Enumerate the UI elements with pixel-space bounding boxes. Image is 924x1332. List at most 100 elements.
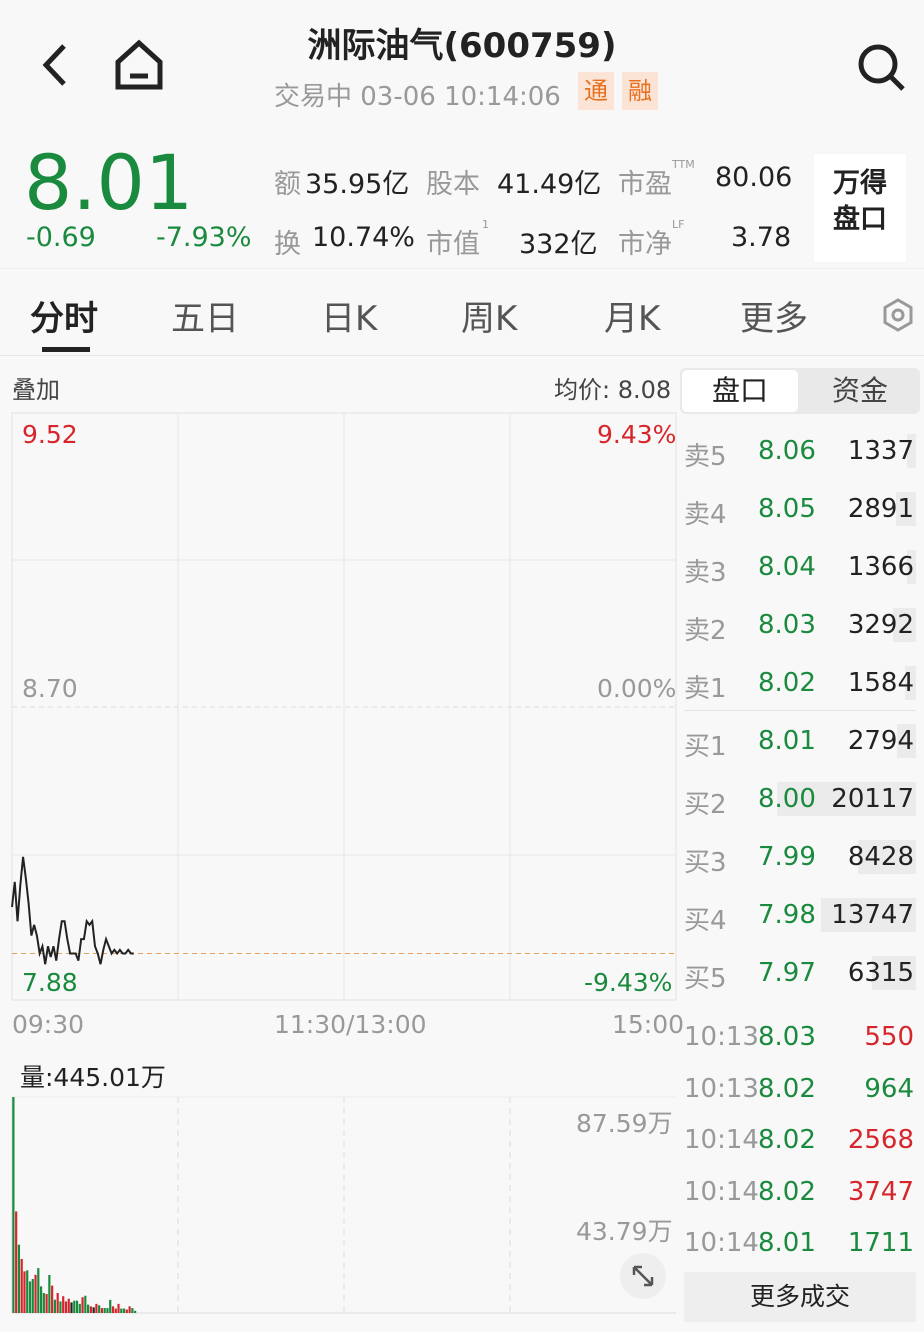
tick-price: 8.02 [758,1073,816,1104]
fullscreen-button[interactable] [620,1253,666,1299]
orderbook-row: 卖4 8.05 2891 [684,490,916,530]
tab-intraday[interactable]: 分时 [30,299,98,339]
tab-weekly-k[interactable]: 周K [461,299,518,339]
more-trades-button[interactable]: 更多成交 [684,1272,916,1322]
orderbook-row: 卖2 8.03 3292 [684,606,916,646]
volume-bar [42,1293,45,1313]
stat-label: 额 [274,169,301,200]
stat-value: 10.74% [312,222,415,253]
volume-bar [109,1299,112,1313]
settings-icon[interactable] [880,297,916,333]
volume-bar [131,1308,134,1313]
volume-bar [73,1300,76,1313]
period-tabs: 分时 五日 日K 周K 月K 更多 [0,268,924,356]
intraday-chart [11,412,677,1314]
trade-tick-row: 10:13 8.02 964 [684,1074,916,1114]
volume-depth-bar [896,724,916,758]
volume-bar [81,1297,84,1313]
level-volume: 1584 [847,668,914,698]
stat-sup: 1 [482,218,489,231]
volume-bar [92,1307,95,1313]
tick-time: 10:14 [684,1176,759,1207]
volume-bar [56,1293,59,1313]
badge-rong: 融 [622,72,658,110]
level-label: 买4 [684,906,727,936]
level-label: 买1 [684,732,727,762]
level-price: 8.06 [758,436,816,466]
home-button[interactable] [112,38,166,96]
volume-bar [103,1308,106,1313]
level-label: 卖1 [684,674,727,704]
volume-bar [134,1310,137,1313]
volume-bar [111,1306,115,1313]
volume-bar [39,1286,43,1313]
search-icon [858,44,905,91]
orderbook-row: 卖1 8.02 1584 [684,664,916,704]
stat-value: 332亿 [519,229,598,260]
volume-bar [125,1309,128,1313]
volume-bar [51,1285,54,1313]
level-label: 买5 [684,964,727,994]
level-volume: 2891 [847,494,914,524]
x-label-mid: 11:30/13:00 [274,1010,427,1039]
volume-depth-bar [872,956,916,990]
tick-price: 8.03 [758,1022,816,1052]
divider [684,710,916,711]
level-price: 8.02 [758,668,816,698]
level-label: 卖5 [684,442,727,472]
trade-tick-row: 10:14 8.02 3747 [684,1177,916,1217]
vol-label-mid: 43.79万 [576,1217,673,1246]
volume-bar [48,1275,51,1313]
more-trades-label: 更多成交 [749,1282,850,1311]
orderbook-row: 买1 8.01 2794 [684,722,916,762]
y-label-mid: 8.70 [22,674,78,703]
volume-bar [70,1302,73,1313]
level-price: 8.04 [758,552,816,582]
orderbook-row: 卖3 8.04 1366 [684,548,916,588]
tab-monthly-k[interactable]: 月K [604,299,661,339]
stat-value: 80.06 [715,162,793,193]
stat-label: 市值 [426,229,480,260]
tab-orderbook[interactable]: 盘口 [682,370,798,412]
chart-grid [11,412,677,1314]
volume-bar [100,1308,104,1313]
volume-bar [114,1308,117,1313]
wind-label: 万得 盘口 [833,168,887,235]
volume-bar [28,1281,32,1313]
orderbook-tabs: 盘口 资金 [680,368,920,414]
volume-bar [128,1306,131,1313]
stat-sup: TTM [672,158,695,171]
tab-daily-k[interactable]: 日K [321,299,378,339]
trade-tick-row: 10:14 8.01 1711 [684,1228,916,1268]
volume-bar [53,1299,56,1313]
stat-label: 市净 [618,229,672,260]
level-price: 8.00 [758,784,816,814]
search-button[interactable] [856,42,908,98]
level-price: 8.01 [758,726,816,756]
tick-volume: 3747 [847,1176,914,1207]
x-label-close: 15:00 [612,1010,685,1039]
tick-price: 8.01 [758,1228,816,1258]
overlay-button[interactable]: 叠加 [12,376,60,404]
tab-5day[interactable]: 五日 [171,299,239,339]
back-button[interactable] [36,40,76,90]
tick-price: 8.02 [758,1125,816,1155]
avg-price: 均价: 8.08 [554,376,672,404]
level-price: 7.97 [758,958,816,988]
y-label-bottom: 7.88 [22,968,78,997]
volume-bar [37,1268,40,1313]
volume-bar [15,1211,18,1313]
wind-orderbook-button[interactable]: 万得 盘口 [814,154,906,262]
level-volume: 1366 [847,552,914,582]
trade-status: 交易中 03-06 10:14:06 [274,82,561,112]
tab-funds[interactable]: 资金 [802,370,918,412]
tick-time: 10:13 [684,1022,759,1052]
tick-volume: 550 [864,1022,914,1052]
volume-depth-bar [820,898,916,932]
volume-bar [84,1295,87,1313]
level-price: 8.05 [758,494,816,524]
tab-more[interactable]: 更多 [740,299,808,339]
orderbook-row: 买5 7.97 6315 [684,954,916,994]
tick-volume: 1711 [847,1228,914,1258]
volume-bar [78,1303,81,1313]
